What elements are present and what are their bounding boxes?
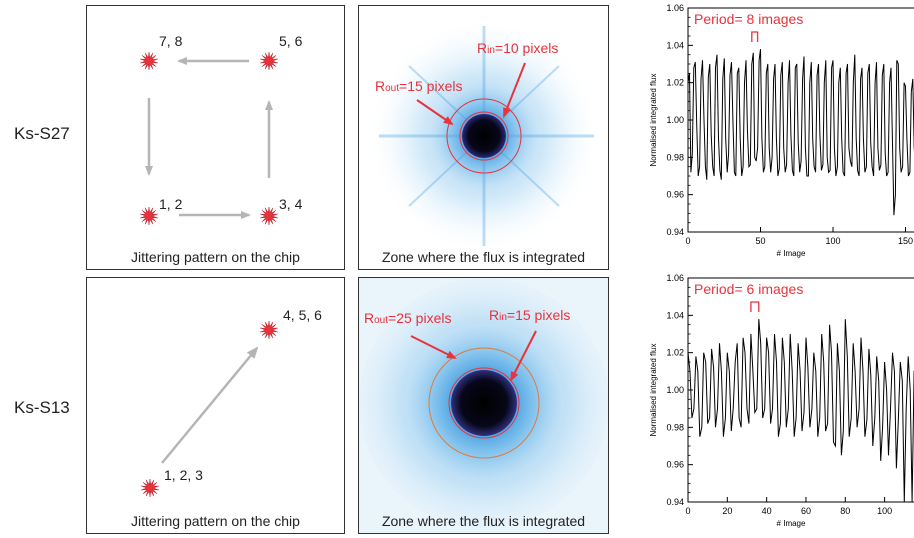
jitter-diagram-ks-s13 [141, 320, 278, 498]
rin-value: =10 pixels [494, 40, 559, 56]
star-icon [140, 51, 158, 71]
rin-sub: in [499, 312, 507, 323]
y-tick-label: 0.96 [666, 190, 684, 200]
x-tick-label: 50 [755, 236, 765, 246]
point-label: 1, 2 [159, 196, 183, 212]
point-label: 4, 5, 6 [283, 307, 322, 323]
zone-caption: Zone where the flux is integrated [381, 513, 586, 529]
y-tick-label: 1.00 [666, 115, 684, 125]
rout-arrow [416, 99, 454, 126]
psf-core [451, 370, 517, 436]
y-tick-label: 0.98 [666, 422, 684, 432]
star-shape [260, 320, 278, 340]
zone-caption: Zone where the flux is integrated [381, 249, 586, 265]
star-shape [140, 51, 158, 71]
x-tick-label: 40 [762, 506, 772, 516]
y-axis-label: Normalised integrated flux [649, 74, 658, 167]
flux-chart-ks-s13: 0.94 0.96 0.98 1.00 1.02 1.04 1.06 0 20 40 60 80 100… [649, 273, 914, 528]
period-bracket [751, 31, 759, 42]
star-icon [260, 320, 278, 340]
flux-series-line [688, 49, 914, 216]
x-tick-label: 100 [825, 236, 840, 246]
psf-image-ks-s13 [359, 278, 608, 533]
rin-arrow [503, 62, 526, 118]
rout-label: Rout=15 pixels [375, 78, 463, 94]
jitter-caption: Jittering pattern on the chip [131, 513, 300, 529]
x-tick-label: 20 [722, 506, 732, 516]
y-tick-label: 0.94 [666, 227, 684, 237]
y-tick-label: 1.04 [666, 310, 684, 320]
period-annotation: Period= 6 images [694, 281, 803, 297]
rout-circle [446, 98, 522, 174]
jitter-panel-ks-s13: 4, 5, 6 1, 2, 3 Jittering pattern on the… [86, 277, 345, 534]
rin-label: Rin=10 pixels [477, 40, 559, 56]
y-tick-label: 0.94 [666, 497, 684, 507]
y-tick-label: 1.04 [666, 40, 684, 50]
rin-sub: in [487, 45, 495, 56]
rout-value: =25 pixels [388, 310, 452, 326]
period-annotation: Period= 8 images [694, 11, 803, 27]
psf-image-ks-s27 [366, 18, 602, 254]
point-label: 3, 4 [279, 196, 303, 212]
flux-series-line [688, 319, 914, 502]
period-bracket [750, 301, 760, 312]
y-axis-label: Normalised integrated flux [649, 344, 658, 437]
zone-panel-ks-s13: Rin=15 pixels Rout=25 pixels Zone where … [358, 277, 609, 534]
x-tick-label: 0 [685, 236, 690, 246]
arrow-diagonal [161, 346, 259, 464]
x-tick-label: 60 [801, 506, 811, 516]
rin-value: =15 pixels [506, 307, 571, 323]
jitter-panel-ks-s27: 7, 8 5, 6 1, 2 3, 4 Jittering pattern on… [86, 5, 345, 270]
rin-circle [459, 111, 509, 161]
rout-sub: out [385, 83, 400, 94]
x-tick-label: 80 [840, 506, 850, 516]
x-tick-label: 0 [685, 506, 690, 516]
rout-label: Rout=25 pixels [364, 310, 452, 326]
x-axis-label: # Image [777, 249, 806, 258]
y-tick-label: 1.06 [666, 273, 684, 283]
point-label: 7, 8 [159, 33, 183, 49]
star-icon [260, 51, 278, 71]
y-tick-label: 1.02 [666, 78, 684, 88]
point-label: 1, 2, 3 [164, 467, 203, 483]
row-label-ks-s27: Ks-S27 [14, 124, 70, 143]
zone-panel-ks-s27: Rin=10 pixels Rout=15 pixels Zone where … [358, 5, 609, 270]
flux-chart-ks-s27: 0.94 0.96 0.98 1.00 1.02 1.04 1.06 0 50 100 150 # I… [649, 3, 914, 258]
point-label: 5, 6 [279, 33, 303, 49]
star-shape [140, 206, 158, 226]
y-tick-label: 1.00 [666, 385, 684, 395]
rout-circle [428, 347, 540, 459]
star-icon [141, 478, 159, 498]
rout-value: =15 pixels [399, 78, 463, 94]
y-tick-label: 0.98 [666, 152, 684, 162]
x-tick-label: 150 [898, 236, 913, 246]
star-shape [260, 206, 278, 226]
row-label-ks-s13: Ks-S13 [14, 398, 70, 417]
jitter-caption: Jittering pattern on the chip [131, 249, 300, 265]
star-icon [260, 206, 278, 226]
y-tick-label: 0.96 [666, 460, 684, 470]
star-shape [260, 51, 278, 71]
rout-sub: out [374, 315, 389, 326]
rin-arrow [510, 330, 537, 382]
rin-label: Rin=15 pixels [489, 307, 571, 323]
psf-core [462, 114, 506, 158]
x-axis-label: # Image [777, 519, 806, 528]
x-tick-label: 100 [877, 506, 892, 516]
jitter-diagram-ks-s27 [140, 51, 278, 226]
y-tick-label: 1.02 [666, 348, 684, 358]
rout-arrow [410, 335, 457, 359]
y-tick-label: 1.06 [666, 3, 684, 13]
star-shape [141, 478, 159, 498]
rin-circle [448, 367, 520, 439]
star-icon [140, 206, 158, 226]
